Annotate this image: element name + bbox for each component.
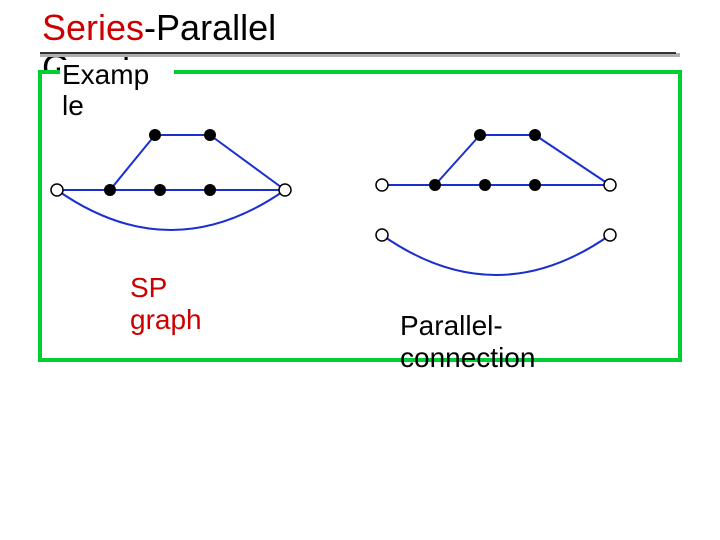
terminal-node — [604, 229, 616, 241]
sp-label-line1: SP graph — [130, 272, 202, 335]
inner-node — [529, 129, 541, 141]
parallel-connection-label: Parallel- connection — [400, 310, 535, 374]
inner-node — [429, 179, 441, 191]
graph-edge — [210, 135, 285, 190]
inner-node — [204, 129, 216, 141]
terminal-node — [376, 229, 388, 241]
component-bottom-diagram — [370, 220, 680, 320]
graph-edge — [110, 135, 155, 190]
terminal-node — [51, 184, 63, 196]
graph-edge — [57, 190, 285, 230]
graph-edge — [435, 135, 480, 185]
inner-node — [104, 184, 116, 196]
title-dash: - — [144, 7, 156, 48]
title-word-series: Series — [42, 7, 144, 48]
inner-node — [474, 129, 486, 141]
inner-node — [479, 179, 491, 191]
parallel-label-text: Parallel- connection — [400, 310, 535, 373]
graph-edge — [535, 135, 610, 185]
inner-node — [529, 179, 541, 191]
sp-graph-diagram — [45, 110, 335, 260]
title-word-parallel: Parallel — [156, 7, 276, 48]
component-top-diagram — [370, 120, 680, 210]
slide: Series-Parallel Graphs Examp le SP graph… — [0, 0, 720, 540]
inner-node — [149, 129, 161, 141]
graph-edge — [382, 235, 610, 275]
terminal-node — [604, 179, 616, 191]
inner-node — [154, 184, 166, 196]
terminal-node — [376, 179, 388, 191]
title-underline — [40, 52, 676, 54]
sp-graph-label: SP graph — [130, 272, 202, 336]
terminal-node — [279, 184, 291, 196]
inner-node — [204, 184, 216, 196]
